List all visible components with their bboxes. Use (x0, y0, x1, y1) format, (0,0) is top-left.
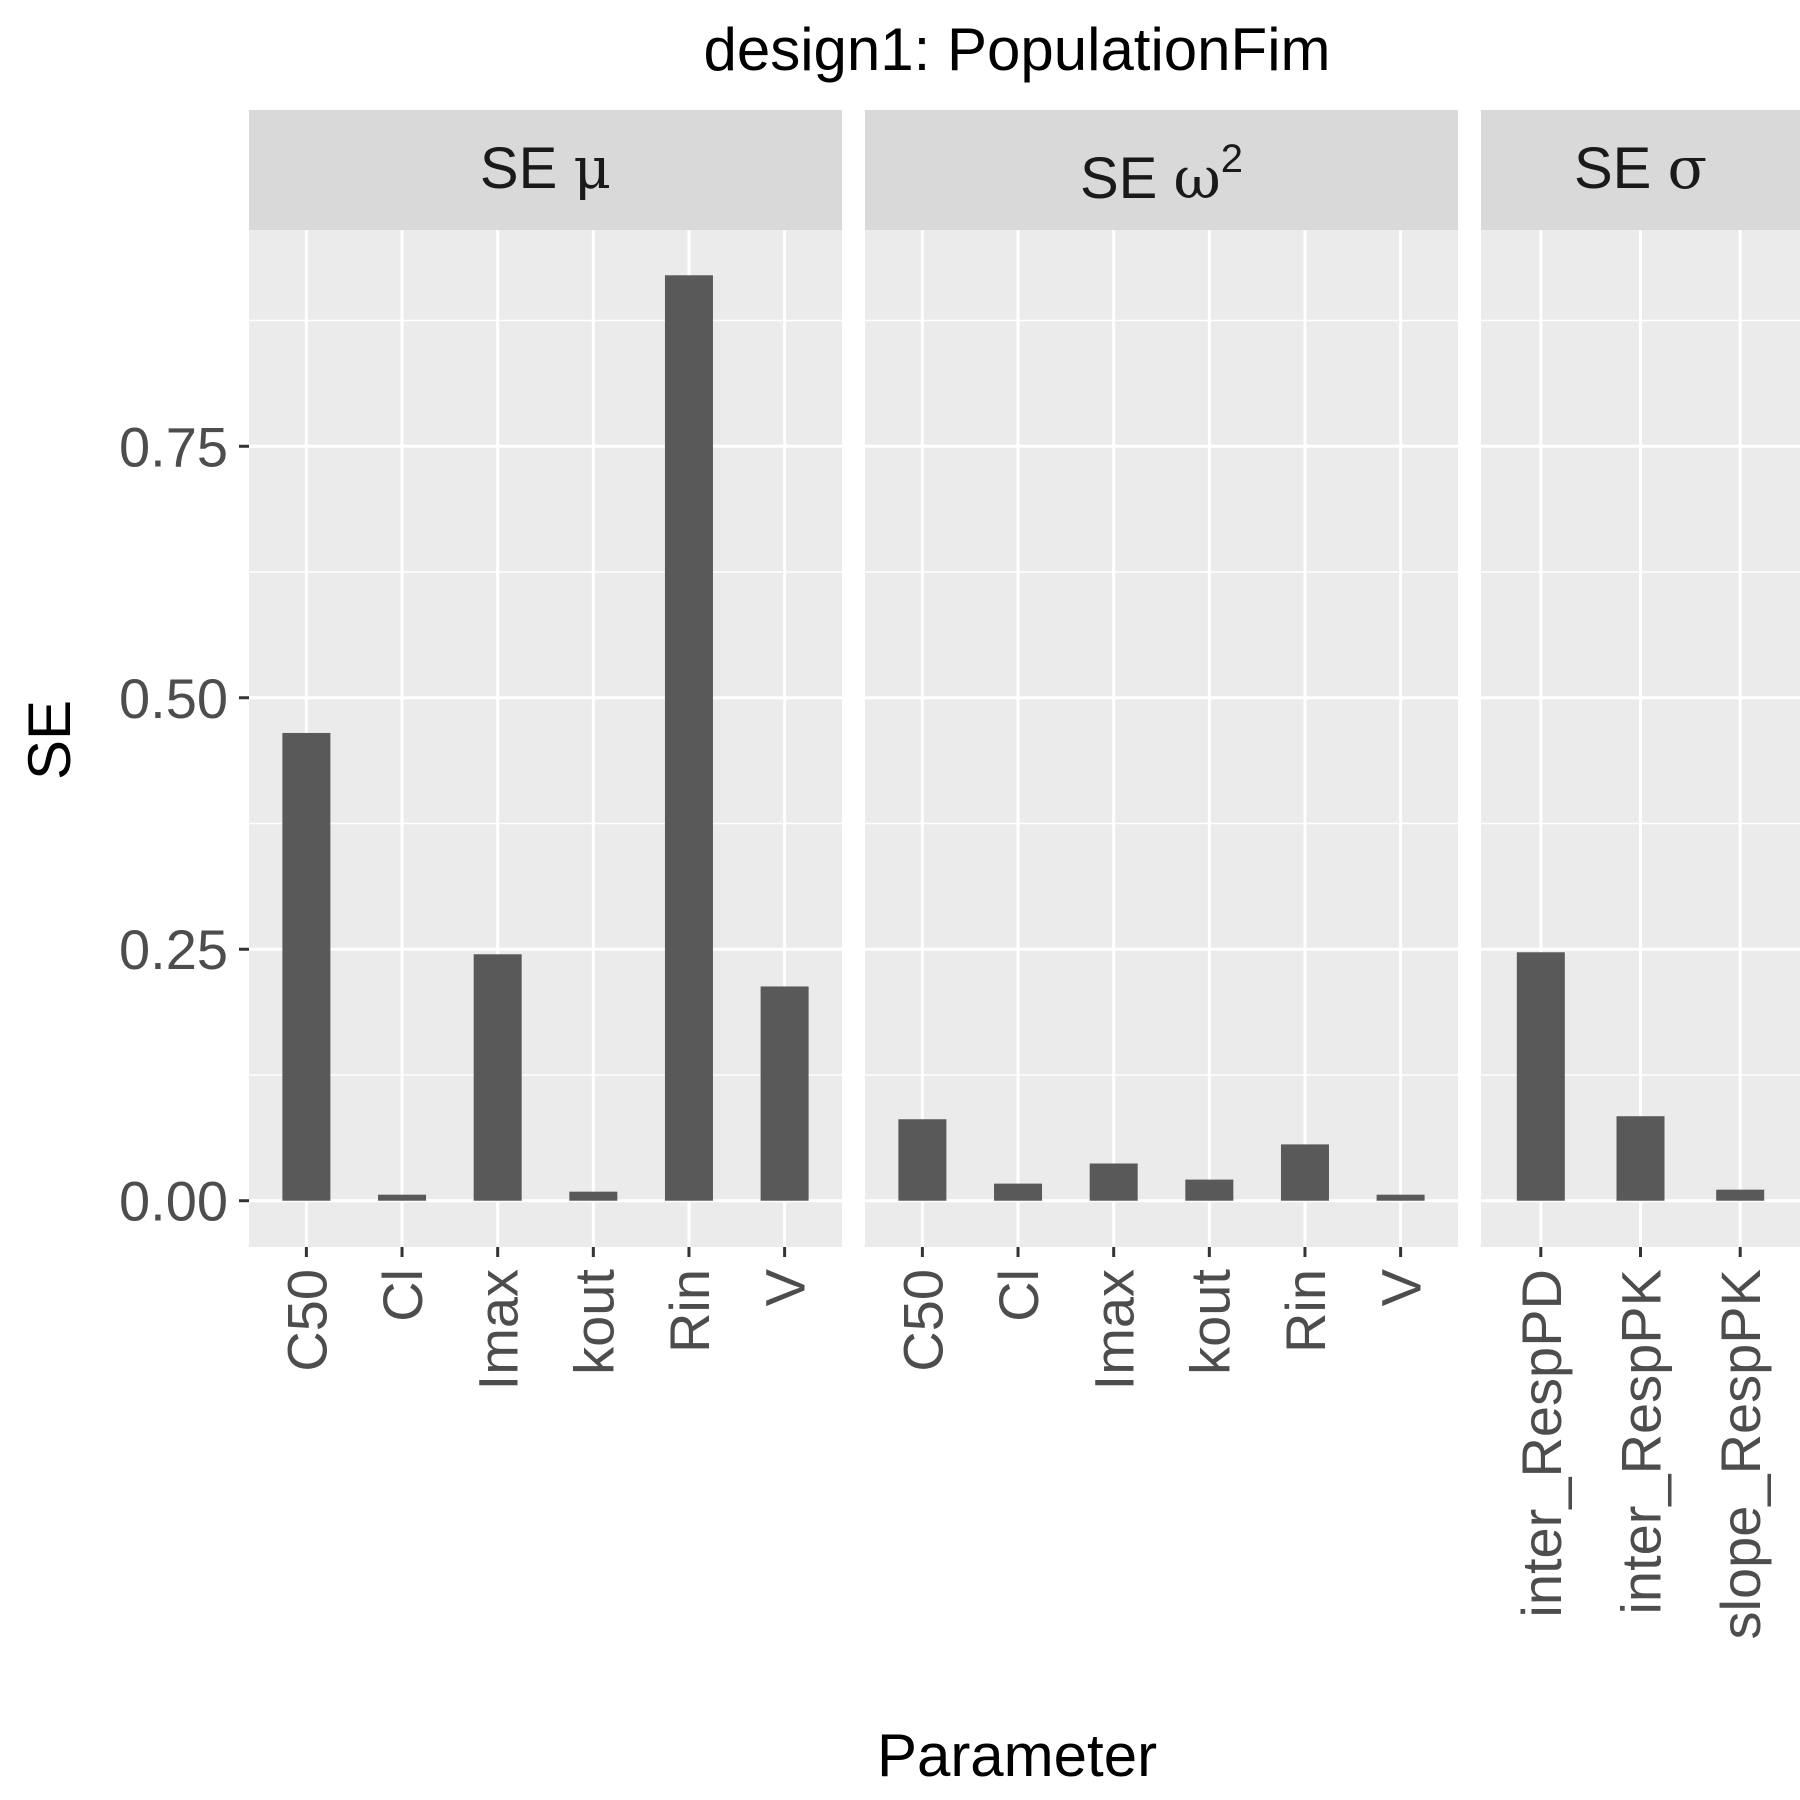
x-tick-label: Cl (987, 1269, 1050, 1322)
x-tick-label: Cl (371, 1269, 434, 1322)
bar-Cl (994, 1183, 1043, 1201)
facet-strip-label: SE σ (1574, 134, 1707, 202)
y-tick-label: 0.50 (119, 667, 228, 730)
bar-inter_RespPK (1616, 1116, 1665, 1201)
x-tick-label: inter_RespPK (1610, 1269, 1673, 1615)
panel-background (865, 230, 1458, 1247)
facet-strip (865, 110, 1458, 230)
bar-C50 (898, 1119, 947, 1201)
x-tick-label: Rin (1274, 1269, 1337, 1353)
x-tick-label: C50 (275, 1269, 338, 1372)
x-tick-label: Rin (658, 1269, 721, 1353)
bar-Cl (378, 1194, 427, 1201)
facet-panel: C50 Cl Imax kout Rin V SE μ (249, 110, 842, 1390)
bar-Imax (473, 954, 522, 1201)
y-tick-label: 0.75 (119, 415, 228, 478)
facet-strip-label: SE μ (480, 134, 611, 202)
chart-title: design1: PopulationFim (703, 16, 1330, 83)
facet-strip-label: SE ω2 (1080, 137, 1243, 212)
y-axis: 0.00 0.25 0.50 0.75 (119, 415, 249, 1233)
bar-slope_RespPK (1716, 1189, 1765, 1201)
bar-kout (569, 1191, 618, 1201)
bar-Rin (664, 275, 713, 1201)
x-tick-label: Imax (1083, 1269, 1146, 1390)
x-tick-label: slope_RespPK (1709, 1269, 1772, 1639)
bar-C50 (282, 732, 331, 1201)
x-tick-label: V (1370, 1268, 1433, 1306)
bar-kout (1185, 1179, 1234, 1201)
facet-panel: inter_RespPD inter_RespPK slope_RespPK SE σ (1481, 110, 1800, 1639)
x-tick-label: kout (562, 1269, 625, 1375)
y-axis-title: SE (16, 700, 83, 780)
y-tick-label: 0.00 (119, 1170, 228, 1233)
x-tick-label: kout (1178, 1269, 1241, 1375)
bar-V (1376, 1194, 1425, 1201)
facet-panels: C50 Cl Imax kout Rin V SE μ C50 Cl Imax kout Rin V SE… (249, 110, 1800, 1639)
x-tick-label: C50 (891, 1269, 954, 1372)
x-tick-label: inter_RespPD (1510, 1269, 1573, 1618)
facet-strip (249, 110, 842, 230)
x-tick-label: Imax (467, 1269, 530, 1390)
facet-strip (1481, 110, 1800, 230)
bar-Rin (1280, 1144, 1329, 1201)
bar-V (760, 986, 809, 1201)
x-tick-label: V (754, 1268, 817, 1306)
panel-background (249, 230, 842, 1247)
x-axis-title: Parameter (877, 1722, 1157, 1789)
facet-panel: C50 Cl Imax kout Rin V SE ω2 (865, 110, 1458, 1390)
y-tick-label: 0.25 (119, 918, 228, 981)
bar-Imax (1089, 1163, 1138, 1201)
bar-inter_RespPD (1516, 952, 1565, 1201)
